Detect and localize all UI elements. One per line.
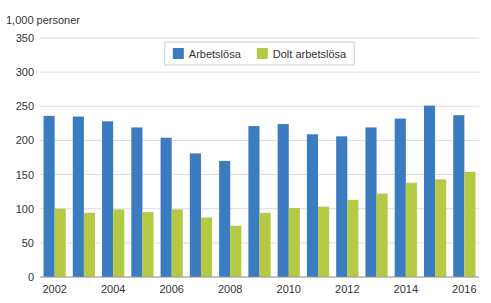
grid-line	[40, 106, 479, 107]
y-tick-label: 0	[28, 271, 34, 283]
bar	[260, 213, 271, 277]
bar	[190, 153, 201, 277]
legend-swatch	[173, 48, 184, 59]
bar	[248, 126, 259, 277]
bar	[142, 212, 153, 277]
y-tick-label: 100	[16, 203, 34, 215]
x-axis: 2002 2004 2006 2008 2010 2012 2014 2016	[40, 277, 479, 295]
bar	[55, 209, 66, 277]
y-tick-label: 350	[16, 32, 34, 44]
bar	[201, 218, 212, 277]
bar	[230, 226, 241, 277]
x-tick-label: 2002	[42, 283, 66, 295]
bar	[336, 136, 347, 277]
bar	[435, 179, 446, 277]
x-axis-line	[40, 277, 479, 278]
bar	[365, 127, 376, 277]
bar	[219, 161, 230, 277]
bar	[289, 208, 300, 277]
bar	[102, 121, 113, 277]
bar	[453, 115, 464, 277]
bar	[318, 207, 329, 277]
bar	[113, 209, 124, 277]
grid-line	[40, 38, 479, 39]
x-tick-label: 2010	[277, 283, 301, 295]
bar	[347, 200, 358, 277]
series	[44, 106, 465, 277]
legend-label: Arbetslösa	[189, 48, 242, 60]
legend-swatch	[257, 48, 268, 59]
bars	[44, 106, 476, 277]
bar	[377, 194, 388, 277]
y-tick-label: 150	[16, 169, 34, 181]
bar	[395, 119, 406, 277]
legend-box	[165, 42, 354, 65]
grid-line	[40, 72, 479, 73]
x-tick-label: 2004	[101, 283, 125, 295]
bar	[161, 138, 172, 277]
chart: 0501001502002503003501,000 personer20022…	[0, 0, 491, 303]
x-tick-label: 2012	[335, 283, 359, 295]
legend-label: Dolt arbetslösa	[273, 48, 347, 60]
bar	[172, 209, 183, 277]
grid-line	[40, 277, 479, 278]
y-tick-label: 250	[16, 100, 34, 112]
y-axis: 0 50 100 150 200 250 300 350	[16, 32, 34, 283]
bar	[307, 134, 318, 277]
y-tick-label: 300	[16, 66, 34, 78]
x-tick-label: 2016	[452, 283, 476, 295]
y-tick-label: 200	[16, 134, 34, 146]
x-tick-label: 2008	[218, 283, 242, 295]
grid	[40, 38, 479, 277]
bar	[44, 116, 55, 277]
series	[55, 172, 476, 277]
bar	[406, 183, 417, 277]
x-tick-label: 2014	[394, 283, 418, 295]
bar	[278, 124, 289, 277]
x-tick-label: 2006	[159, 283, 183, 295]
bar	[73, 117, 84, 277]
y-tick-label: 50	[22, 237, 34, 249]
bar	[424, 106, 435, 277]
bar	[464, 172, 475, 277]
bar	[131, 127, 142, 277]
legend: Arbetslösa Dolt arbetslösa	[165, 42, 354, 65]
y-axis-label: 1,000 personer	[6, 14, 80, 26]
bar	[84, 213, 95, 277]
